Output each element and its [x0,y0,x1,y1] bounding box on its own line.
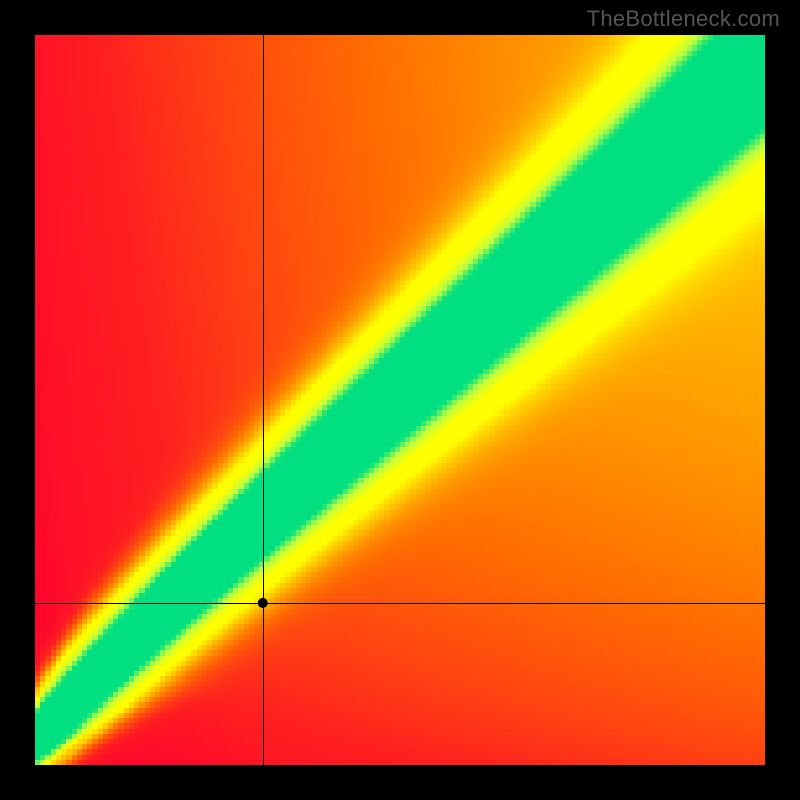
heatmap-plot [35,35,765,765]
chart-container: TheBottleneck.com [0,0,800,800]
heatmap-canvas [35,35,765,765]
watermark-text: TheBottleneck.com [587,6,780,32]
